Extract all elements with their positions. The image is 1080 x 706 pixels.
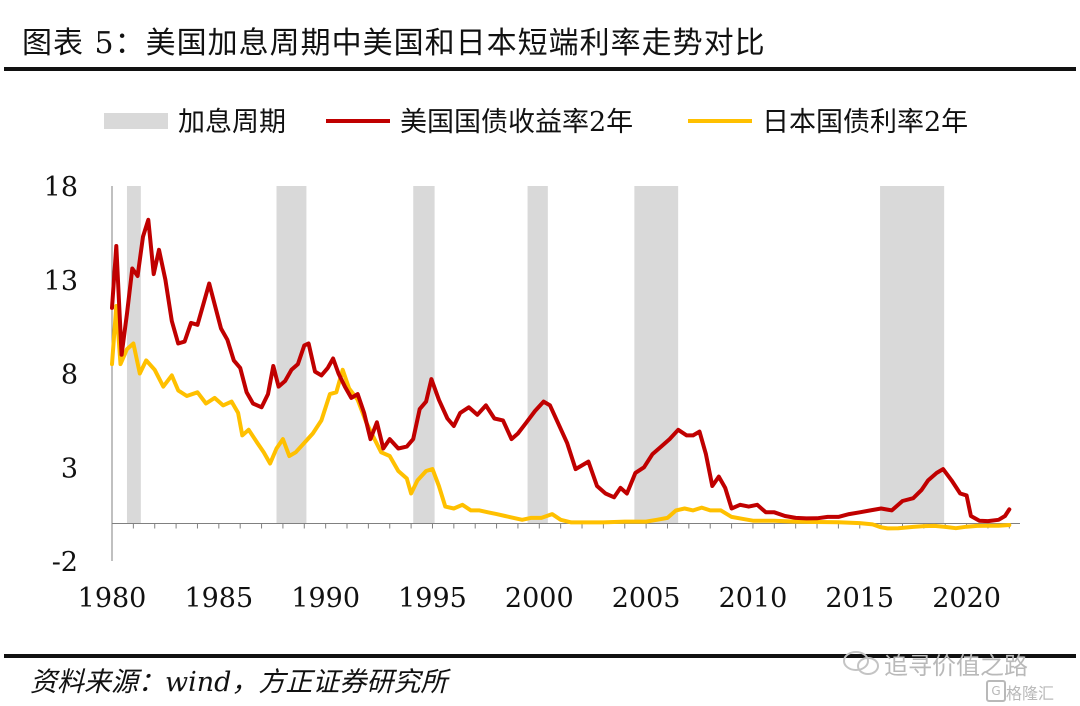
title-rule [4, 67, 1076, 71]
x-tick-label: 1980 [78, 583, 147, 614]
us-2y-yield-line [110, 217, 1012, 524]
watermark-text: 追寻价值之路 [884, 652, 1028, 680]
y-tick-label: 13 [44, 266, 78, 297]
y-tick-label: 3 [61, 453, 78, 484]
x-tick-label: 2005 [612, 583, 681, 614]
legend-swatch-shade [104, 113, 168, 129]
rate-hike-shade [634, 186, 679, 524]
jp-2y-yield-line [110, 304, 1012, 531]
shaded-periods [126, 186, 945, 524]
x-tick-label: 1990 [291, 583, 360, 614]
y-tick-label: 18 [44, 172, 78, 203]
watermark: 追寻价值之路 G 格隆汇 [836, 644, 1076, 704]
wechat-icon [843, 651, 879, 675]
x-tick-label: 2020 [932, 583, 1001, 614]
x-tick-label: 2010 [719, 583, 788, 614]
rate-hike-shade [413, 186, 435, 524]
legend: 加息周期 美国国债收益率2年 日本国债利率2年 [104, 107, 968, 138]
x-tick-label: 1995 [398, 583, 467, 614]
source-rule [4, 654, 1076, 658]
legend-label: 日本国债利率2年 [762, 107, 968, 138]
watermark-brand: 格隆汇 [1006, 684, 1055, 703]
y-tick-label: 8 [61, 360, 78, 391]
figure-title: 图表 5：美国加息周期中美国和日本短端利率走势对比 [22, 26, 766, 61]
x-tick-label: 2000 [505, 583, 574, 614]
x-tick-label: 2015 [825, 583, 894, 614]
chart: 1980 1985 1990 1995 2000 2005 2010 2015 2020 -2 3 8… [44, 107, 1020, 614]
rate-hike-shade [880, 186, 945, 524]
source-note: 资料来源：wind，方正证券研究所 [30, 667, 448, 698]
legend-label: 加息周期 [178, 107, 286, 138]
y-tick-label: -2 [52, 547, 78, 578]
gelonghui-logo-icon: G [986, 680, 1006, 702]
rate-hike-shade [527, 186, 548, 524]
legend-label: 美国国债收益率2年 [400, 107, 633, 138]
x-tick-label: 1985 [184, 583, 253, 614]
